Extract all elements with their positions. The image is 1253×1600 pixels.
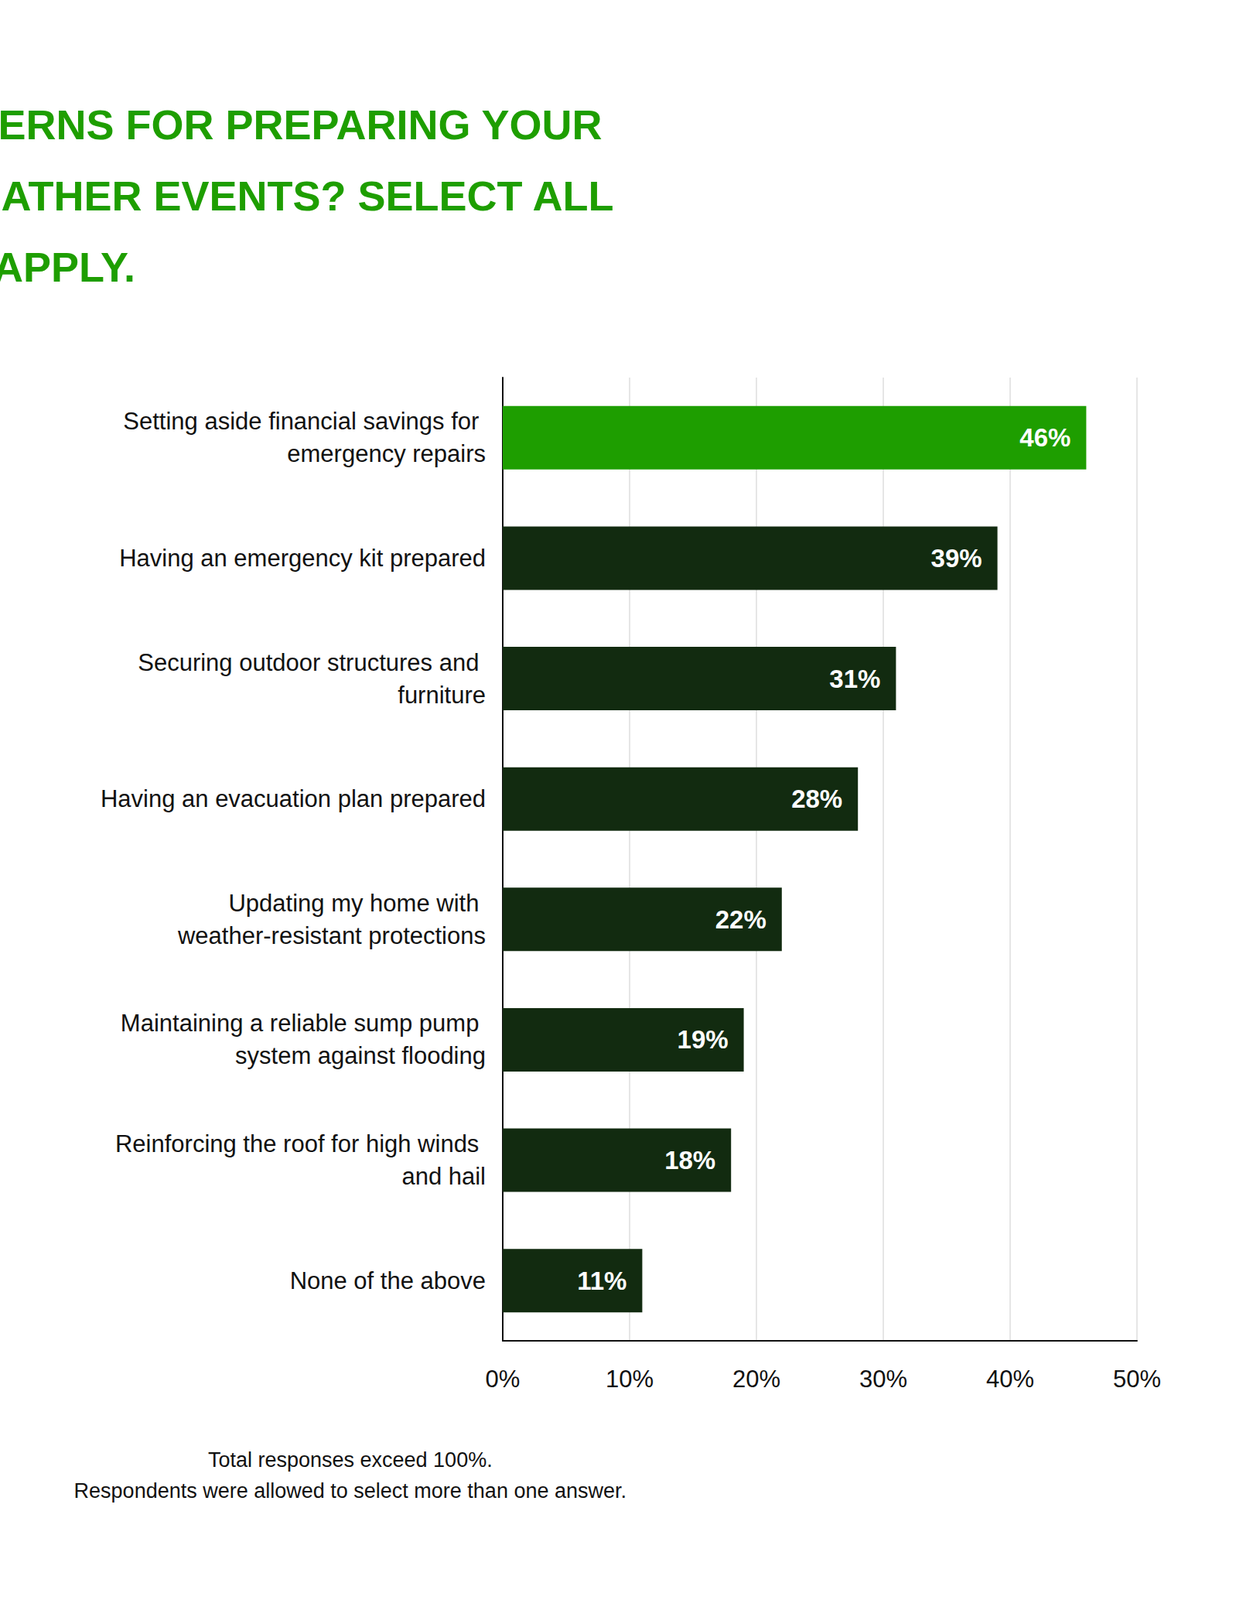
svg-text:None of the above: None of the above bbox=[290, 1266, 486, 1294]
svg-text:and hail: and hail bbox=[401, 1162, 486, 1190]
svg-text:emergency repairs: emergency repairs bbox=[286, 440, 486, 468]
svg-text:Securing outdoor structures an: Securing outdoor structures and bbox=[137, 648, 486, 677]
svg-text:Total responses exceed 100%.: Total responses exceed 100%. bbox=[208, 1447, 493, 1472]
svg-text:WHICH ARE YOUR TOP CONCERNS FO: WHICH ARE YOUR TOP CONCERNS FOR PREPARIN… bbox=[0, 101, 615, 148]
svg-text:THAT APPLY.: THAT APPLY. bbox=[0, 243, 136, 291]
svg-text:18%: 18% bbox=[664, 1145, 716, 1175]
svg-text:22%: 22% bbox=[715, 904, 767, 934]
svg-text:20%: 20% bbox=[732, 1365, 781, 1393]
svg-text:10%: 10% bbox=[605, 1365, 654, 1393]
svg-text:Reinforcing the roof for high: Reinforcing the roof for high winds bbox=[115, 1130, 486, 1158]
svg-text:weather-resistant protections: weather-resistant protections bbox=[177, 921, 486, 950]
svg-text:31%: 31% bbox=[829, 664, 881, 694]
svg-text:Updating my home with: Updating my home with bbox=[228, 889, 486, 917]
svg-text:0%: 0% bbox=[485, 1365, 521, 1393]
svg-text:Maintaining a reliable sump pu: Maintaining a reliable sump pump bbox=[120, 1009, 486, 1037]
svg-text:11%: 11% bbox=[576, 1266, 627, 1295]
svg-text:furniture: furniture bbox=[397, 681, 486, 709]
svg-text:28%: 28% bbox=[791, 784, 843, 813]
svg-text:Respondents were allowed to se: Respondents were allowed to select more … bbox=[74, 1478, 627, 1503]
svg-text:Having an evacuation plan prep: Having an evacuation plan prepared bbox=[100, 785, 486, 813]
svg-text:19%: 19% bbox=[677, 1024, 729, 1054]
svg-text:system against flooding: system against flooding bbox=[235, 1041, 486, 1069]
svg-text:Setting aside financial saving: Setting aside financial savings for bbox=[122, 407, 486, 435]
svg-text:30%: 30% bbox=[859, 1365, 908, 1393]
svg-text:46%: 46% bbox=[1019, 423, 1071, 452]
svg-text:Having an emergency kit prepar: Having an emergency kit prepared bbox=[119, 544, 486, 572]
svg-text:50%: 50% bbox=[1113, 1365, 1161, 1393]
svg-text:39%: 39% bbox=[931, 543, 983, 573]
svg-text:40%: 40% bbox=[986, 1365, 1035, 1393]
svg-text:HOME AGAINST EXTREME WEATHER E: HOME AGAINST EXTREME WEATHER EVENTS? SEL… bbox=[0, 172, 625, 219]
